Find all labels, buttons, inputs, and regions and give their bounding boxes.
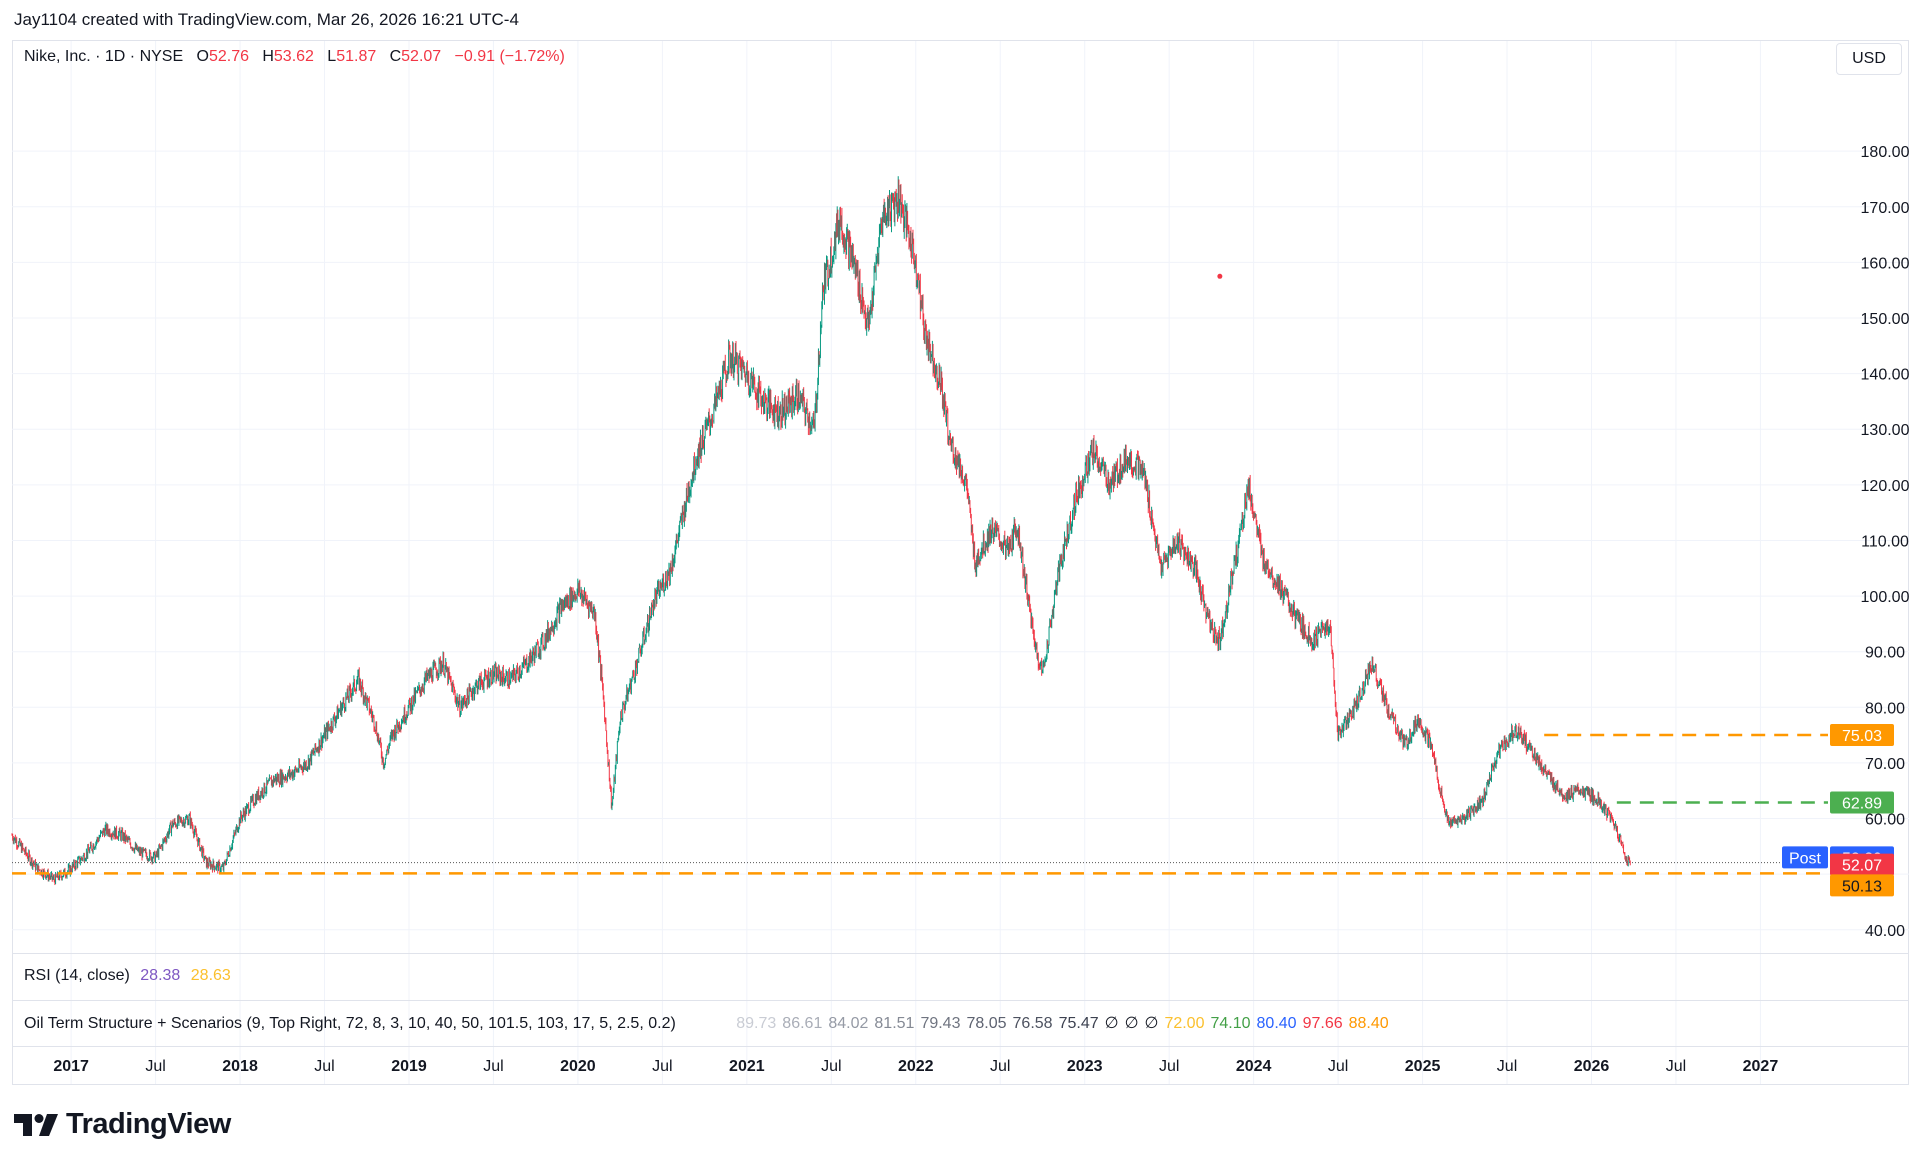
open-value: 52.76 — [208, 48, 249, 65]
x-axis-tick-label: Jul — [1328, 1058, 1348, 1075]
oil-indicator-value: 76.58 — [1012, 1015, 1053, 1032]
oil-indicator-value: 72.00 — [1164, 1015, 1205, 1032]
y-axis-tick-label: 40.00 — [1865, 923, 1905, 940]
x-axis-tick-label: 2020 — [560, 1058, 596, 1075]
x-axis-tick-label: Jul — [314, 1058, 334, 1075]
x-axis-tick-label: Jul — [1666, 1058, 1686, 1075]
change-value: −0.91 (−1.72%) — [454, 48, 565, 65]
post-tag-label: Post — [1789, 850, 1822, 867]
open-label: O — [196, 48, 209, 65]
last-price-tag: 52.07 — [1842, 858, 1882, 875]
low-value: 51.87 — [336, 48, 377, 65]
close-value: 52.07 — [401, 48, 442, 65]
y-axis-tick-label: 130.00 — [1861, 422, 1910, 439]
oil-indicator-value: 88.40 — [1348, 1015, 1389, 1032]
y-axis-tick-label: 100.00 — [1861, 589, 1910, 606]
oil-indicator-values: 89.73 86.61 84.02 81.51 79.43 78.05 76.58 75.47… — [736, 1015, 1394, 1032]
oil-indicator-value: 86.61 — [782, 1015, 823, 1032]
x-axis-tick-label: 2017 — [53, 1058, 89, 1075]
y-axis-tick-label: 110.00 — [1861, 533, 1909, 550]
y-axis-tick-label: 180.00 — [1861, 144, 1910, 161]
x-axis-tick-label: 2026 — [1574, 1058, 1610, 1075]
pane-separator — [12, 1046, 1909, 1047]
x-axis-tick-label: Jul — [990, 1058, 1010, 1075]
x-axis-tick-label: 2023 — [1067, 1058, 1103, 1075]
y-axis-tick-label: 140.00 — [1861, 367, 1910, 384]
rsi-ma-value: 28.63 — [190, 967, 231, 984]
rsi-value: 28.38 — [140, 967, 181, 984]
currency-button[interactable]: USD — [1836, 43, 1902, 75]
oil-indicator-value: 97.66 — [1302, 1015, 1343, 1032]
price-tag-50-bg — [1830, 874, 1894, 897]
tradingview-logo-icon — [14, 1113, 58, 1136]
price-tag-75-bg — [1830, 723, 1894, 746]
rsi-legend[interactable]: RSI (14, close) 28.38 28.63 — [24, 967, 237, 985]
price-tag-75: 75.03 — [1842, 728, 1882, 745]
oil-indicator-legend[interactable]: Oil Term Structure + Scenarios (9, Top R… — [24, 1013, 1401, 1033]
x-axis-tick-label: 2021 — [729, 1058, 765, 1075]
x-axis-tick-label: Jul — [652, 1058, 672, 1075]
y-axis-tick-label: 160.00 — [1861, 255, 1910, 272]
y-axis-tick-label: 70.00 — [1865, 756, 1905, 773]
oil-indicator-value: 75.47 — [1058, 1015, 1099, 1032]
x-axis-tick-label: 2018 — [222, 1058, 258, 1075]
close-label: C — [389, 48, 402, 65]
price-tag-62: 62.89 — [1842, 795, 1882, 812]
high-value: 53.62 — [273, 48, 314, 65]
x-axis-tick-label: Jul — [1497, 1058, 1517, 1075]
x-axis-tick-label: 2025 — [1405, 1058, 1441, 1075]
x-axis-tick-label: 2022 — [898, 1058, 934, 1075]
x-axis-tick-label: Jul — [145, 1058, 165, 1075]
oil-indicator-value: ∅ — [1104, 1015, 1119, 1032]
high-label: H — [262, 48, 274, 65]
symbol-name: Nike, Inc. · 1D · NYSE — [24, 48, 184, 65]
tradingview-brand-text: TradingView — [66, 1108, 231, 1140]
symbol-legend[interactable]: Nike, Inc. · 1D · NYSE O52.76 H53.62 L51… — [24, 48, 565, 66]
y-axis-tick-label: 150.00 — [1861, 311, 1910, 328]
pane-separator[interactable] — [12, 1000, 1909, 1001]
x-axis-tick-label: 2024 — [1236, 1058, 1272, 1075]
oil-indicator-value: ∅ — [1124, 1015, 1139, 1032]
y-axis-tick-label: 170.00 — [1861, 200, 1910, 217]
rsi-label: RSI (14, close) — [24, 967, 130, 984]
y-axis-tick-label: 90.00 — [1865, 645, 1905, 662]
oil-indicator-value: ∅ — [1144, 1015, 1159, 1032]
low-label: L — [327, 48, 337, 65]
pane-separator[interactable] — [12, 953, 1909, 954]
post-tag-bg — [1782, 846, 1828, 869]
oil-indicator-value: 80.40 — [1256, 1015, 1297, 1032]
marker-dot — [1217, 273, 1223, 279]
price-tag-62-bg — [1830, 791, 1894, 814]
x-axis-tick-label: 2019 — [391, 1058, 427, 1075]
oil-indicator-value: 74.10 — [1210, 1015, 1251, 1032]
tradingview-logo[interactable]: TradingView — [14, 1108, 231, 1141]
oil-indicator-value: 81.51 — [874, 1015, 915, 1032]
y-axis-tick-label: 120.00 — [1861, 478, 1910, 495]
price-tag-50: 50.13 — [1842, 878, 1882, 895]
x-axis-tick-label: Jul — [1159, 1058, 1179, 1075]
oil-indicator-value: 89.73 — [736, 1015, 777, 1032]
oil-indicator-label: Oil Term Structure + Scenarios (9, Top R… — [24, 1015, 676, 1032]
last-price-tag-bg — [1830, 853, 1894, 876]
chart-frame — [12, 40, 1909, 1085]
x-axis-tick-label: 2027 — [1743, 1058, 1779, 1075]
y-axis-tick-label: 60.00 — [1865, 812, 1905, 829]
x-axis-tick-label: Jul — [821, 1058, 841, 1075]
oil-indicator-value: 79.43 — [920, 1015, 961, 1032]
oil-indicator-value: 84.02 — [828, 1015, 869, 1032]
chart-caption: Jay1104 created with TradingView.com, Ma… — [14, 10, 519, 29]
x-axis-tick-label: Jul — [483, 1058, 503, 1075]
oil-indicator-value: 78.05 — [966, 1015, 1007, 1032]
y-axis-tick-label: 80.00 — [1865, 700, 1905, 717]
